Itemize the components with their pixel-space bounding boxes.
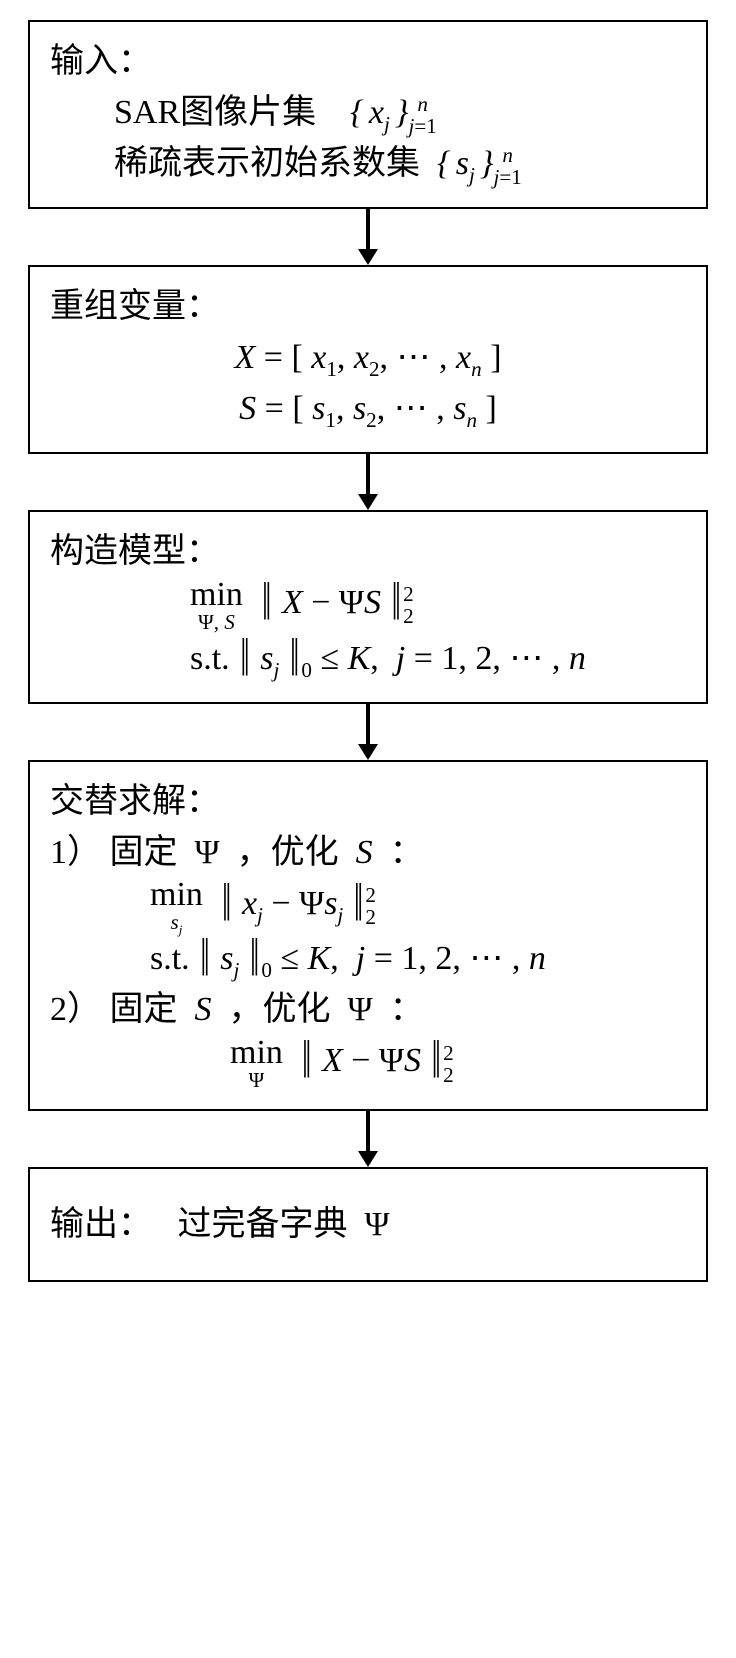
alt-step2-text-a: 固定 bbox=[110, 991, 178, 1028]
arrow-3 bbox=[366, 704, 370, 760]
arrow-4 bbox=[366, 1111, 370, 1167]
alt-step1-header: 1） 固定 Ψ ，优化 S ： bbox=[50, 827, 686, 878]
arrow-2 bbox=[366, 454, 370, 510]
output-psi: Ψ bbox=[356, 1206, 390, 1243]
reorg-eq-X: X = [ x1, x2, ⋯ , xn ] bbox=[50, 332, 686, 383]
flow-box-reorg: 重组变量： X = [ x1, x2, ⋯ , xn ] S = [ s1, s… bbox=[28, 265, 708, 454]
flow-box-output: 输出： 过完备字典 Ψ bbox=[28, 1167, 708, 1282]
S-symbol: S bbox=[347, 834, 381, 871]
flow-box-input: 输入： SAR图像片集 {xj}nj=1 稀疏表示初始系数集 {sj}nj=1 bbox=[28, 20, 708, 209]
input-title: 输入： bbox=[50, 36, 686, 87]
alt-step1-text-a: 固定 bbox=[110, 834, 178, 871]
alt-step1-num: 1） bbox=[50, 834, 101, 871]
flow-box-model: 构造模型： minΨ, S ‖ X − ΨS ‖22 s.t. ‖ sj ‖0 … bbox=[28, 510, 708, 704]
alt-step1-text-b: ，优化 bbox=[237, 834, 339, 871]
alt-step2-colon: ： bbox=[390, 991, 424, 1028]
flow-box-alternate: 交替求解： 1） 固定 Ψ ，优化 S ： minsj ‖ xj − Ψsj ‖… bbox=[28, 760, 708, 1111]
input-line-1: SAR图像片集 {xj}nj=1 bbox=[50, 87, 686, 138]
input-line-2-text: 稀疏表示初始系数集 bbox=[114, 145, 420, 182]
arrow-1 bbox=[366, 209, 370, 265]
alt-step1-constraint: s.t. ‖ sj ‖0 ≤ K, j = 1, 2, ⋯ , n bbox=[50, 933, 686, 984]
psi-symbol-2: Ψ bbox=[339, 991, 381, 1028]
alt-step2-num: 2） bbox=[50, 991, 101, 1028]
reorg-eq-S: S = [ s1, s2, ⋯ , sn ] bbox=[50, 383, 686, 434]
alt-step1-objective: minsj ‖ xj − Ψsj ‖22 bbox=[50, 878, 686, 934]
alt-step2-header: 2） 固定 S ，优化 Ψ ： bbox=[50, 984, 686, 1035]
input-set-s: {sj}nj=1 bbox=[429, 145, 522, 182]
alt-step2-text-b: ，优化 bbox=[229, 991, 331, 1028]
alt-step1-colon: ： bbox=[390, 834, 424, 871]
output-label: 输出： bbox=[50, 1206, 152, 1243]
alt-title: 交替求解： bbox=[50, 776, 686, 827]
output-text: 过完备字典 bbox=[178, 1206, 348, 1243]
model-title: 构造模型： bbox=[50, 526, 686, 577]
reorg-title: 重组变量： bbox=[50, 281, 686, 332]
model-objective: minΨ, S ‖ X − ΨS ‖22 bbox=[50, 577, 686, 633]
alt-step2-objective: minΨ ‖ X − ΨS ‖22 bbox=[50, 1035, 686, 1091]
input-line-1-text: SAR图像片集 bbox=[114, 94, 316, 131]
model-constraint: s.t. ‖ sj ‖0 ≤ K, j = 1, 2, ⋯ , n bbox=[50, 633, 686, 684]
input-line-2: 稀疏表示初始系数集 {sj}nj=1 bbox=[50, 138, 686, 189]
input-set-x: {xj}nj=1 bbox=[350, 94, 437, 131]
